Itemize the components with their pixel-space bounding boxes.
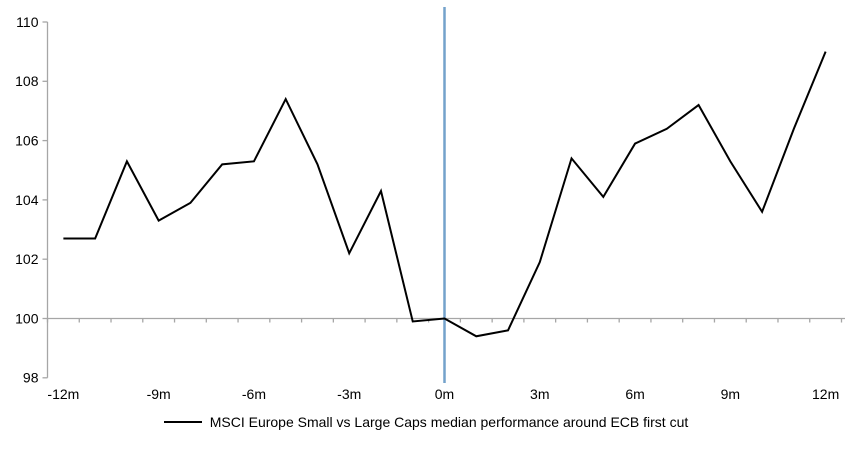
- x-axis-label: -3m: [337, 386, 361, 402]
- x-axis-label: 9m: [721, 386, 740, 402]
- legend-label: MSCI Europe Small vs Large Caps median p…: [209, 414, 689, 430]
- y-axis-label: 104: [15, 192, 39, 208]
- line-plot-msci-europe-small-vs-large: 98 100 102 104 106 108 110 -12m -9m -6m -3m 0m 3m 6m 9…: [15, 7, 845, 402]
- y-axis-label: 106: [15, 133, 39, 149]
- y-axis-label: 102: [15, 251, 39, 267]
- legend: MSCI Europe Small vs Large Caps median p…: [0, 414, 852, 430]
- y-axis-label: 98: [23, 370, 39, 386]
- x-axis-label: -12m: [47, 386, 79, 402]
- x-axis-label: 6m: [625, 386, 644, 402]
- y-axis-label: 108: [15, 73, 39, 89]
- x-axis-label: -6m: [242, 386, 266, 402]
- y-axis-label: 100: [15, 310, 39, 326]
- x-axis-label: 3m: [530, 386, 549, 402]
- x-axis-label: 12m: [812, 386, 839, 402]
- series-line-median-performance: [63, 51, 827, 338]
- y-axis-label: 110: [16, 14, 39, 30]
- x-axis-label: 0m: [435, 386, 454, 402]
- x-axis-label: -9m: [147, 386, 171, 402]
- legend-line-swatch: [163, 421, 202, 423]
